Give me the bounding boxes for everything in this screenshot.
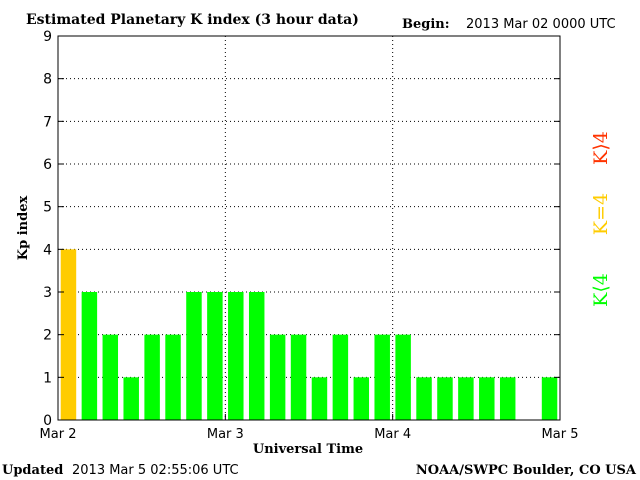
updated-value: 2013 Mar 5 02:55:06 UTC: [72, 463, 239, 478]
y-tick-label: 7: [43, 114, 52, 130]
y-tick-label: 0: [43, 413, 52, 429]
x-tick-label: Mar 2: [40, 427, 77, 442]
y-axis-ticks: 0 1 2 3 4 5 6 7 8 9: [43, 29, 560, 429]
kp-bar: [290, 334, 307, 420]
x-tick-label: Mar 3: [207, 427, 244, 442]
y-tick-label: 4: [43, 242, 52, 258]
kp-bar: [228, 292, 244, 420]
kp-bar: [437, 377, 453, 420]
kp-bar: [332, 334, 349, 420]
kp-bar: [499, 377, 516, 420]
y-tick-label: 3: [43, 285, 52, 301]
updated-label: Updated: [2, 463, 63, 478]
kp-bar: [248, 292, 265, 420]
bars-group: [60, 249, 558, 420]
kp-bar: [81, 292, 98, 420]
kp-bar: [186, 292, 202, 420]
legend-k-less-4: K⟨4: [590, 273, 612, 307]
kp-bar: [165, 334, 181, 420]
kp-bar: [353, 377, 370, 420]
kp-bar: [458, 377, 474, 420]
kp-bar: [207, 292, 223, 420]
x-axis-label: Universal Time: [253, 442, 363, 457]
begin-label: Begin:: [402, 17, 450, 32]
y-tick-label: 2: [43, 328, 52, 344]
x-tick-label: Mar 5: [542, 427, 579, 442]
kp-bar: [144, 334, 160, 420]
kp-bar: [102, 334, 119, 420]
kp-bar: [479, 377, 495, 420]
y-tick-label: 1: [43, 370, 52, 386]
kp-bar: [541, 377, 558, 420]
y-tick-label: 9: [43, 29, 52, 45]
kp-bar: [416, 377, 432, 420]
y-axis-label: Kp index: [16, 196, 31, 261]
kp-bar: [269, 334, 286, 420]
kp-bar: [311, 377, 328, 420]
kp-bar: [395, 334, 411, 420]
x-axis-ticks: Mar 2 Mar 3 Mar 4 Mar 5: [40, 414, 579, 442]
kp-bar: [60, 249, 77, 420]
plot-frame: [57, 35, 561, 421]
begin-value: 2013 Mar 02 0000 UTC: [466, 17, 616, 32]
y-tick-label: 5: [43, 200, 52, 216]
chart-title: Estimated Planetary K index (3 hour data…: [26, 12, 359, 28]
credit-text: NOAA/SWPC Boulder, CO USA: [416, 463, 637, 478]
x-tick-label: Mar 4: [374, 427, 411, 442]
kp-bar: [123, 377, 139, 420]
grid-lines: [58, 36, 560, 420]
legend-k-greater-4: K⟩4: [590, 131, 612, 165]
legend-k-equal-4: K=4: [590, 193, 612, 235]
kp-bar: [374, 334, 390, 420]
y-tick-label: 8: [43, 72, 52, 88]
y-tick-label: 6: [43, 157, 52, 173]
